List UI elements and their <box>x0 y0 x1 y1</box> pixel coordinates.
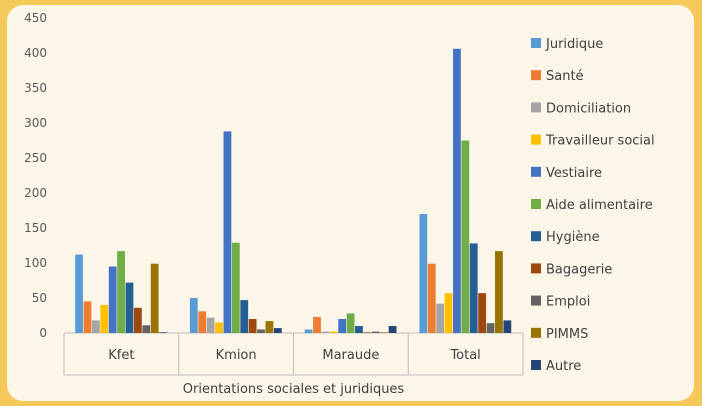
y-tick-label: 300 <box>24 116 47 130</box>
legend-swatch <box>531 102 541 113</box>
x-category-label: Maraude <box>322 348 379 363</box>
bar <box>371 331 380 333</box>
legend-swatch <box>531 134 541 145</box>
bar <box>495 251 503 333</box>
legend-label: Santé <box>546 69 584 84</box>
bar <box>427 263 436 333</box>
bar <box>313 316 321 333</box>
y-tick-label: 450 <box>24 11 47 25</box>
bar <box>91 320 100 333</box>
legend-label: Bagagerie <box>546 262 612 277</box>
y-tick-label: 200 <box>24 186 47 200</box>
bar <box>100 305 109 333</box>
legend-swatch <box>531 199 541 209</box>
legend-label: Travailleur social <box>545 134 655 149</box>
bar <box>231 242 240 333</box>
bar <box>388 326 397 333</box>
legend-label: Hygiène <box>546 230 600 245</box>
y-tick-label: 250 <box>24 151 47 165</box>
bar <box>108 266 117 333</box>
y-tick-label: 400 <box>24 46 47 60</box>
bar <box>125 282 134 333</box>
bar <box>486 323 495 333</box>
legend-label: Emploi <box>546 295 590 310</box>
bar <box>338 319 347 333</box>
bars <box>75 48 512 334</box>
bar <box>346 313 355 333</box>
bar <box>419 214 428 333</box>
bar <box>215 322 223 333</box>
y-tick-label: 0 <box>39 326 47 340</box>
bar <box>304 329 313 333</box>
bar <box>150 263 159 333</box>
legend-swatch <box>531 231 541 242</box>
legend-swatch <box>531 166 541 177</box>
bar <box>75 254 83 333</box>
x-axis-title: Orientations sociales et juridiques <box>183 382 405 397</box>
legend: Juridique Santé Domiciliation Travailleur s… <box>531 37 655 374</box>
bar <box>206 317 215 333</box>
bar <box>436 303 445 333</box>
bar <box>117 251 125 333</box>
bar <box>223 131 232 333</box>
bar <box>189 298 198 333</box>
bar <box>240 300 249 333</box>
y-tick-label: 150 <box>24 221 47 235</box>
bar <box>83 301 92 333</box>
bar <box>355 326 363 333</box>
bar <box>257 329 265 333</box>
bar <box>321 331 330 333</box>
legend-swatch <box>531 38 541 48</box>
x-category-label: Kfet <box>108 348 134 363</box>
bar <box>478 293 487 333</box>
y-tick-label: 350 <box>24 81 47 95</box>
grouped-bar-chart: 0 50 100 150 200 250 300 350 400 450 Kfet Kmion Mara… <box>24 11 655 397</box>
chart-card: 0 50 100 150 200 250 300 350 400 450 Kfet Kmion Mara… <box>7 5 694 401</box>
bar <box>461 140 470 333</box>
bar <box>503 320 512 333</box>
bar <box>198 311 207 333</box>
legend-swatch <box>531 295 541 306</box>
x-category-label: Kmion <box>216 348 257 363</box>
bar <box>265 321 274 333</box>
legend-label: Vestiaire <box>546 166 602 181</box>
bar <box>248 319 257 333</box>
legend-label: Domiciliation <box>546 101 631 116</box>
legend-swatch <box>531 327 541 338</box>
axes: 0 50 100 150 200 250 300 350 400 450 Kfet Kmion Mara… <box>24 11 524 397</box>
y-tick-label: 50 <box>32 291 47 305</box>
legend-swatch <box>531 263 541 274</box>
legend-label: PIMMS <box>546 327 588 342</box>
bar <box>329 331 338 333</box>
legend-label: Autre <box>546 359 581 374</box>
bar <box>444 293 453 333</box>
legend-label: Aide alimentaire <box>546 198 653 213</box>
bar <box>159 332 167 333</box>
legend-label: Juridique <box>545 37 603 52</box>
bar <box>142 325 151 333</box>
x-category-label: Total <box>449 348 480 363</box>
bar <box>453 48 461 334</box>
legend-swatch <box>531 70 541 81</box>
bar <box>273 328 282 333</box>
bar <box>363 332 372 333</box>
bar <box>380 332 389 333</box>
bar <box>469 243 478 333</box>
bar <box>133 307 142 333</box>
legend-swatch <box>531 360 541 370</box>
y-tick-label: 100 <box>24 256 47 270</box>
